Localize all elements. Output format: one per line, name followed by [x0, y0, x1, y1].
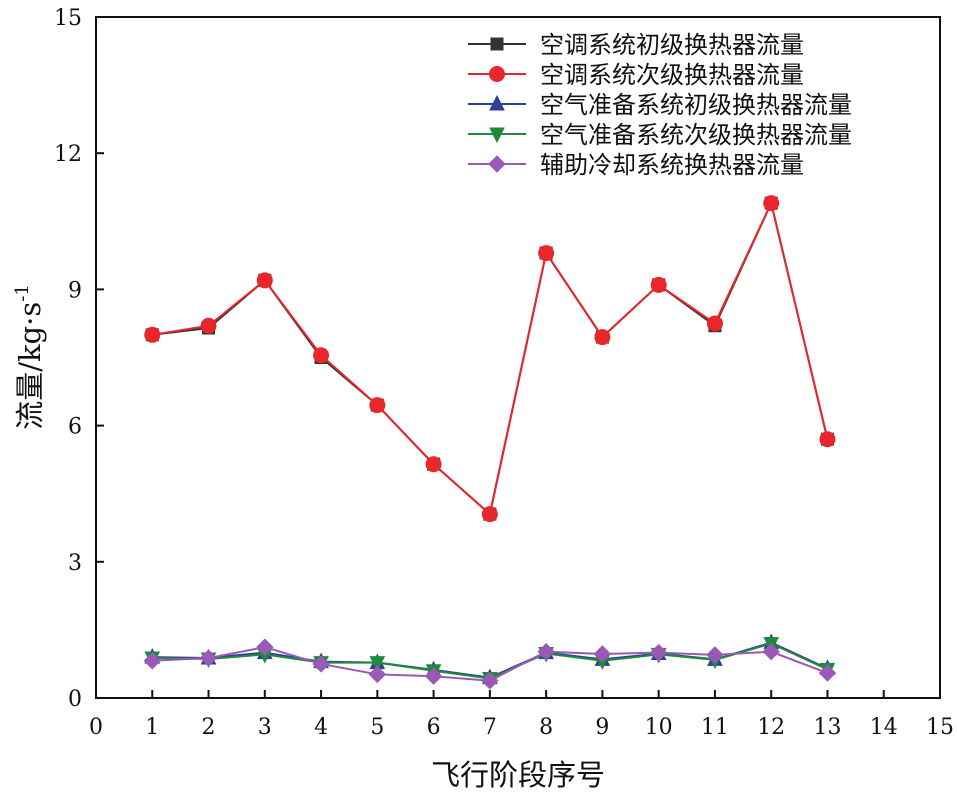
- data-point: [256, 638, 274, 656]
- x-axis: 0 1 2 3 4 5 6 7 8 9 10 11 12 13 14 15: [89, 690, 954, 740]
- data-point: [593, 645, 612, 663]
- series-5: [143, 638, 837, 690]
- data-point: [818, 664, 837, 682]
- data-point: [650, 276, 667, 293]
- data-point: [763, 195, 780, 212]
- x-tick-label: 13: [813, 715, 841, 740]
- data-point: [312, 655, 330, 673]
- y-axis: 0 3 6 9 12 15: [54, 6, 104, 712]
- y-tick-label: 6: [68, 415, 82, 440]
- data-point: [537, 642, 555, 661]
- legend-label: 辅助冷却系统换热器流量: [540, 151, 804, 179]
- data-point: [489, 127, 505, 144]
- x-tick-label: 1: [145, 715, 159, 740]
- data-point: [538, 245, 555, 262]
- series-line: [152, 200, 829, 517]
- data-point: [594, 329, 611, 346]
- y-tick-label: 3: [68, 551, 82, 576]
- legend-label: 空气准备系统次级换热器流量: [540, 121, 852, 149]
- y-tick-label: 15: [54, 6, 82, 31]
- x-tick-label: 12: [757, 715, 785, 740]
- x-tick-label: 9: [595, 715, 609, 740]
- x-tick-label: 15: [926, 715, 954, 740]
- legend-item: 空气准备系统初级换热器流量: [468, 91, 852, 119]
- data-point: [481, 672, 499, 690]
- x-tick-label: 0: [89, 715, 103, 740]
- data-point: [649, 643, 668, 662]
- x-tick-label: 7: [483, 715, 497, 740]
- x-tick-label: 8: [539, 715, 553, 740]
- data-point: [488, 155, 506, 173]
- data-point: [200, 317, 217, 334]
- data-point: [143, 652, 161, 670]
- y-axis-title-group: 流量/kg·s-1: [12, 284, 47, 430]
- legend-item: 空气准备系统次级换热器流量: [468, 121, 852, 149]
- data-point: [489, 94, 505, 111]
- series-line: [152, 200, 829, 517]
- data-point: [706, 315, 723, 332]
- data-point: [368, 665, 387, 684]
- data-point: [481, 506, 498, 523]
- data-point: [425, 456, 442, 473]
- data-point: [199, 649, 218, 667]
- data-point: [424, 667, 443, 685]
- legend-label: 空调系统次级换热器流量: [540, 61, 804, 89]
- y-tick-label: 12: [54, 142, 82, 167]
- y-tick-label: 0: [68, 687, 82, 712]
- data-point: [144, 326, 161, 343]
- legend-item: 空调系统次级换热器流量: [468, 61, 804, 89]
- x-tick-label: 5: [370, 715, 384, 740]
- x-tick-label: 6: [427, 715, 441, 740]
- legend-item: 辅助冷却系统换热器流量: [468, 151, 804, 179]
- series-1: [145, 196, 834, 521]
- data-point: [256, 272, 273, 289]
- data-point: [762, 642, 780, 661]
- series-2: [144, 195, 836, 523]
- y-axis-title-main: 流量/kg·s: [13, 302, 47, 430]
- data-point: [819, 431, 836, 448]
- y-axis-title: 流量/kg·s-1: [12, 284, 47, 430]
- x-tick-label: 14: [870, 715, 898, 740]
- data-point: [490, 37, 504, 51]
- data-point: [369, 397, 386, 414]
- data-point: [313, 347, 330, 364]
- x-tick-label: 10: [645, 715, 673, 740]
- x-tick-label: 11: [701, 715, 729, 740]
- x-axis-title: 飞行阶段序号: [431, 758, 605, 792]
- x-tick-label: 3: [258, 715, 272, 740]
- y-axis-title-sup: -1: [12, 284, 33, 302]
- plot-frame: [95, 16, 941, 699]
- legend-item: 空调系统初级换热器流量: [468, 31, 804, 59]
- legend-label: 空气准备系统初级换热器流量: [540, 91, 852, 119]
- data-point: [369, 656, 386, 672]
- data-point: [489, 66, 505, 82]
- legend: 空调系统初级换热器流量空调系统次级换热器流量空气准备系统初级换热器流量空气准备系…: [468, 31, 852, 179]
- y-tick-label: 9: [68, 278, 82, 303]
- series-layer: [143, 195, 837, 690]
- data-point: [706, 646, 724, 664]
- legend-label: 空调系统初级换热器流量: [540, 31, 804, 59]
- x-tick-label: 2: [202, 715, 216, 740]
- x-tick-label: 4: [314, 715, 328, 740]
